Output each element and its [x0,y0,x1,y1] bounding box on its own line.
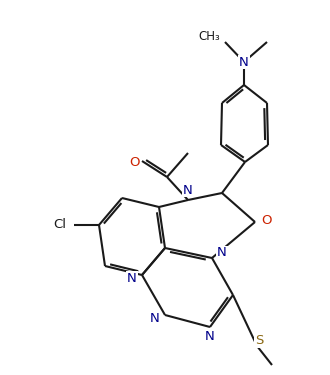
Text: CH₃: CH₃ [198,30,220,44]
Text: O: O [262,213,272,226]
Text: N: N [205,330,215,344]
Text: O: O [129,156,139,170]
Text: N: N [183,183,193,196]
Text: N: N [127,272,137,285]
Text: S: S [255,334,263,348]
Text: N: N [150,312,160,324]
Text: N: N [217,246,227,259]
Text: N: N [239,56,249,69]
Text: Cl: Cl [53,219,67,231]
